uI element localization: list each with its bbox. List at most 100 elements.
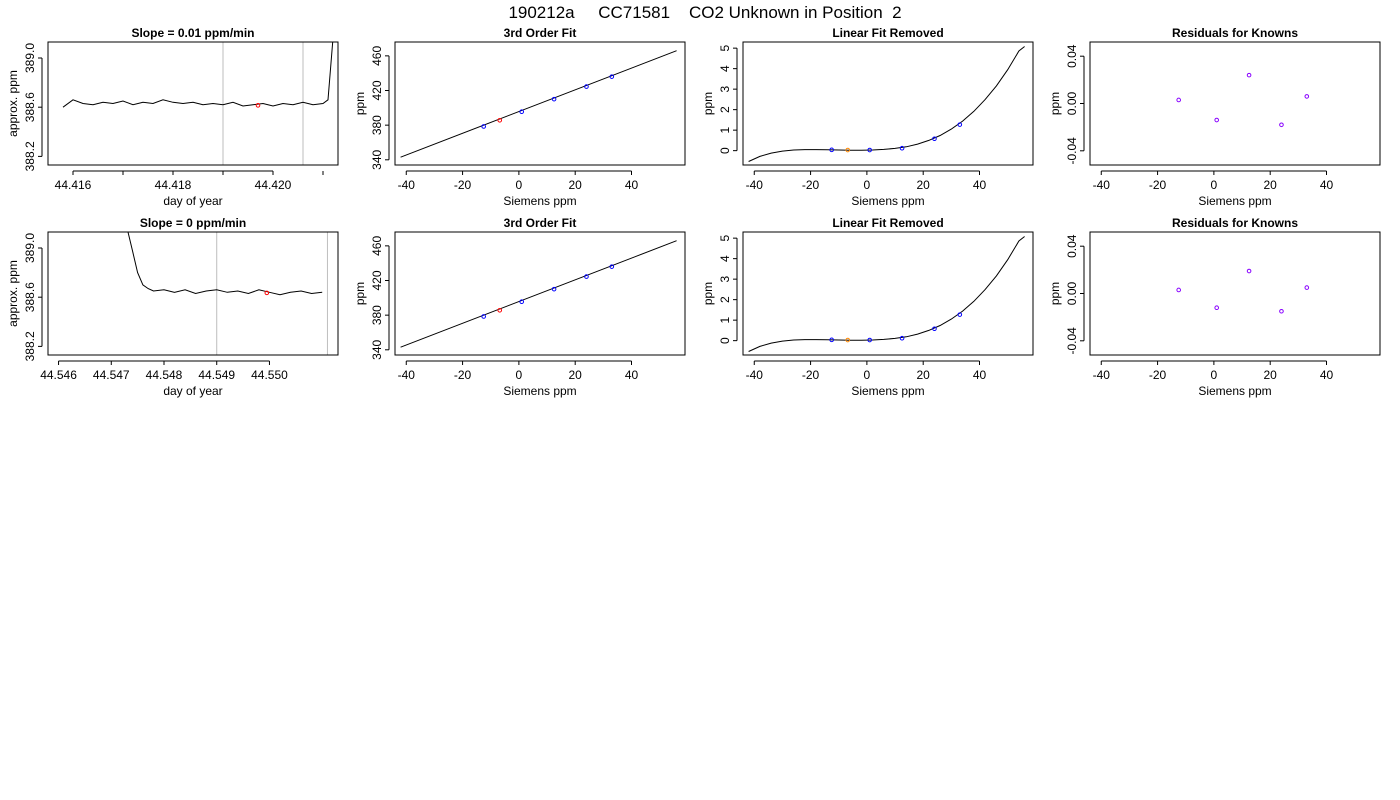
unknown-point <box>255 103 261 108</box>
residual-point <box>1176 97 1181 103</box>
known-point <box>829 147 834 153</box>
x-tick-label: 44.416 <box>55 178 92 192</box>
known-point <box>519 299 524 305</box>
y-tick-label: 389.0 <box>23 43 37 73</box>
y-axis: 0 1 2 3 4 5 ppm <box>701 44 738 154</box>
y-axis-label: ppm <box>701 282 715 305</box>
x-tick-label: 0 <box>864 178 871 192</box>
plot-frame <box>394 231 686 356</box>
y-tick-label: 420 <box>370 80 384 100</box>
x-tick-label: 44.420 <box>255 178 292 192</box>
chart-title: 3rd Order Fit <box>504 216 577 230</box>
x-axis-label: Siemens ppm <box>1198 384 1271 398</box>
x-tick-label: -20 <box>454 178 472 192</box>
known-point <box>551 96 557 102</box>
x-tick-label: 40 <box>625 368 639 382</box>
known-point <box>519 109 524 115</box>
residual-point <box>1279 308 1284 314</box>
y-tick-label: 388.6 <box>23 92 37 122</box>
x-axis-label: day of year <box>163 194 222 208</box>
x-tick-label: 20 <box>917 368 931 382</box>
known-point <box>481 314 486 319</box>
x-axis-label: Siemens ppm <box>503 194 576 208</box>
y-axis-label: ppm <box>353 282 367 305</box>
y-axis: -0.04 0.00 0.04 ppm <box>1048 234 1085 354</box>
unknown-point <box>845 147 851 153</box>
x-tick-label: -20 <box>454 368 472 382</box>
x-axis-label: Siemens ppm <box>1198 194 1271 208</box>
known-point <box>867 147 872 153</box>
y-tick-label: 3 <box>718 275 732 282</box>
x-axis: -40 -20 0 20 40 Siemens ppm <box>398 170 638 208</box>
y-axis-label: ppm <box>1048 92 1062 115</box>
x-tick-label: 40 <box>1320 178 1334 192</box>
chart-title: Linear Fit Removed <box>832 26 943 40</box>
x-tick-label: 44.548 <box>146 368 183 382</box>
x-axis: 44.546 44.547 44.548 44.549 44.550 day of yea… <box>40 360 288 398</box>
residual-point <box>1214 305 1219 310</box>
y-axis-label: approx. ppm <box>6 70 20 137</box>
known-point <box>899 145 905 151</box>
residual-point <box>1279 122 1284 128</box>
x-tick-label: 0 <box>1211 178 1218 192</box>
y-tick-label: 460 <box>370 236 384 256</box>
known-point <box>829 337 834 343</box>
chart-panel-2: 3rd Order Fit -40 -20 0 20 40 Siemens ppm 340 38… <box>353 26 686 208</box>
x-tick-label: 20 <box>569 178 583 192</box>
x-tick-label: 0 <box>864 368 871 382</box>
plot-area <box>748 236 1025 352</box>
y-tick-label: 388.6 <box>23 282 37 312</box>
y-tick-label: 340 <box>370 149 384 169</box>
plot-frame <box>1089 41 1381 166</box>
y-axis: 340 380 420 460 ppm <box>353 236 390 360</box>
unknown-point <box>497 308 503 313</box>
y-tick-label: 0.00 <box>1065 281 1079 305</box>
x-axis: 44.416 44.418 44.420 day of year <box>55 170 324 208</box>
known-point <box>867 337 872 343</box>
known-point <box>584 274 589 279</box>
y-tick-label: 2 <box>718 106 732 113</box>
y-tick-label: 389.0 <box>23 233 37 263</box>
chart-title: Linear Fit Removed <box>832 216 943 230</box>
unknown-point <box>497 118 503 123</box>
x-axis-label: day of year <box>163 384 222 398</box>
chart-panel-4: Residuals for Knowns -40 -20 0 20 40 Siemens p… <box>1048 26 1381 208</box>
x-tick-label: -40 <box>398 178 416 192</box>
page-title: 190212a CC71581 CO2 Unknown in Position … <box>508 3 901 22</box>
fit-curve <box>748 46 1025 162</box>
x-tick-label: 44.547 <box>93 368 130 382</box>
chart-panel-8: Residuals for Knowns -40 -20 0 20 40 Siemens p… <box>1048 216 1381 398</box>
x-tick-label: 40 <box>973 368 987 382</box>
x-tick-label: 0 <box>516 368 523 382</box>
known-point <box>609 74 615 79</box>
chart-panel-6: 3rd Order Fit -40 -20 0 20 40 Siemens ppm 340 38… <box>353 216 686 398</box>
y-tick-label: 5 <box>718 234 732 241</box>
unknown-point <box>264 290 270 296</box>
plot-frame <box>742 231 1034 356</box>
x-axis-label: Siemens ppm <box>851 384 924 398</box>
known-point <box>609 264 615 269</box>
plot-frame <box>47 41 339 166</box>
known-point <box>957 122 963 127</box>
y-tick-label: 380 <box>370 115 384 135</box>
y-tick-label: 388.2 <box>23 331 37 361</box>
y-tick-label: 0.00 <box>1065 91 1079 115</box>
x-tick-label: 40 <box>973 178 987 192</box>
x-axis: -40 -20 0 20 40 Siemens ppm <box>398 360 639 398</box>
chart-title: Slope = 0.01 ppm/min <box>131 26 254 40</box>
x-axis-label: Siemens ppm <box>503 384 576 398</box>
x-axis: -40 -20 0 20 40 Siemens ppm <box>1093 170 1334 208</box>
chart-panel-1: Slope = 0.01 ppm/min 44.416 44.418 44.420 da… <box>6 26 339 208</box>
x-tick-label: 20 <box>917 178 931 192</box>
residual-point <box>1304 94 1310 99</box>
x-axis: -40 -20 0 20 40 Siemens ppm <box>746 360 987 398</box>
y-axis-label: ppm <box>353 92 367 115</box>
y-axis: 0 1 2 3 4 5 ppm <box>701 234 738 344</box>
y-tick-label: -0.04 <box>1065 137 1079 165</box>
x-tick-label: -40 <box>746 178 764 192</box>
fit-line <box>400 240 677 348</box>
x-tick-label: 0 <box>1211 368 1218 382</box>
